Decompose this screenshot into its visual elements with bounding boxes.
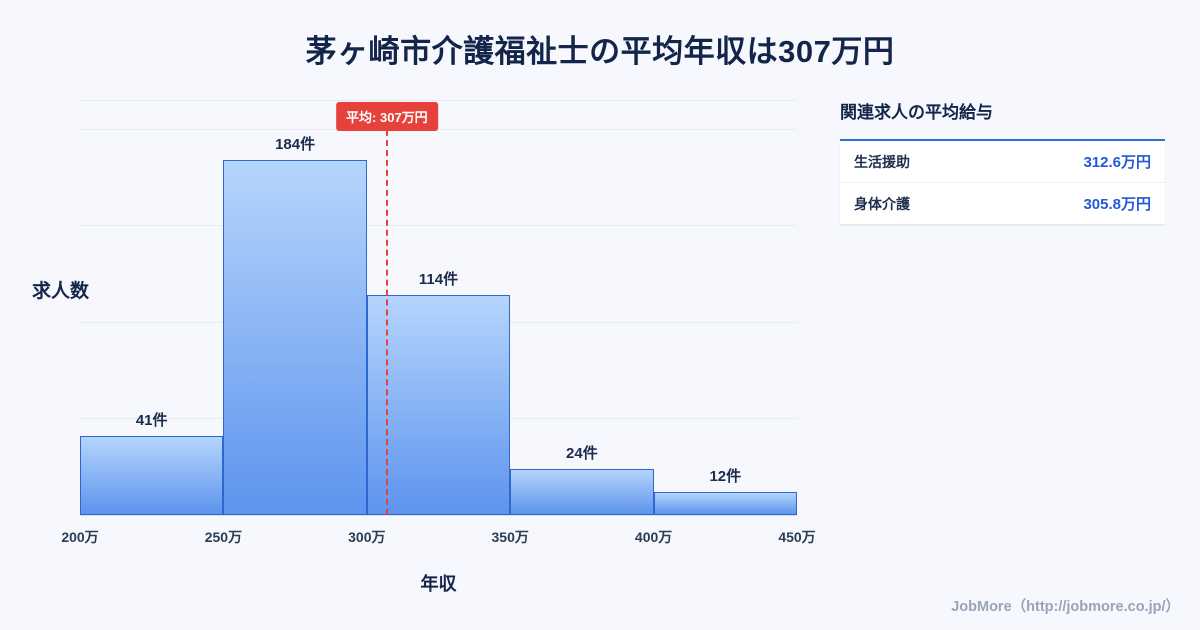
gridline [80,100,797,101]
histogram-plot-area: 41件 184件 114件 24件 12件 200万 250万 300万 350万 400万 450… [61,100,816,545]
gridline [80,225,797,227]
histogram-bar [653,491,797,515]
average-line [385,130,388,515]
x-tick-label: 250万 [204,529,243,545]
histogram-bar [80,435,224,515]
page-title: 茅ヶ崎市介護福祉士の平均年収は307万円 [305,34,895,69]
salary-value: 312.6万円 [1083,154,1151,171]
credit-watermark: JobMore（http://jobmore.co.jp/） [951,599,1180,615]
x-tick-label: 200万 [61,529,99,545]
histogram-bar [510,468,654,515]
x-tick-label: 350万 [491,529,529,545]
bar-count-label: 184件 [275,135,316,153]
y-axis-label: 求人数 [32,281,90,302]
table-row: 身体介護 305.8万円 [840,182,1165,224]
bar-count-label: 12件 [709,467,742,485]
bar-count-label: 41件 [135,411,168,429]
panel-title: 関連求人の平均給与 [840,103,993,122]
table-row: 生活援助 312.6万円 [840,141,1165,182]
job-type-label: 生活援助 [854,153,910,170]
gridline [80,128,797,130]
average-line-label: 平均: 307万円 [336,102,438,131]
bar-count-label: 114件 [418,270,459,288]
bar-count-label: 24件 [566,444,598,462]
salary-value: 305.8万円 [1083,196,1151,213]
job-type-label: 身体介護 [854,195,910,212]
histogram-bar [223,159,367,515]
histogram-bar [366,294,511,515]
x-axis-label: 年収 [420,574,457,594]
x-tick-label: 300万 [348,529,386,545]
related-salary-panel: 関連求人の平均給与 生活援助 312.6万円 身体介護 305.8万円 [840,98,1165,225]
x-tick-label: 450万 [778,529,816,545]
x-tick-label: 400万 [634,529,673,545]
related-salary-table: 生活援助 312.6万円 身体介護 305.8万円 [840,139,1165,225]
